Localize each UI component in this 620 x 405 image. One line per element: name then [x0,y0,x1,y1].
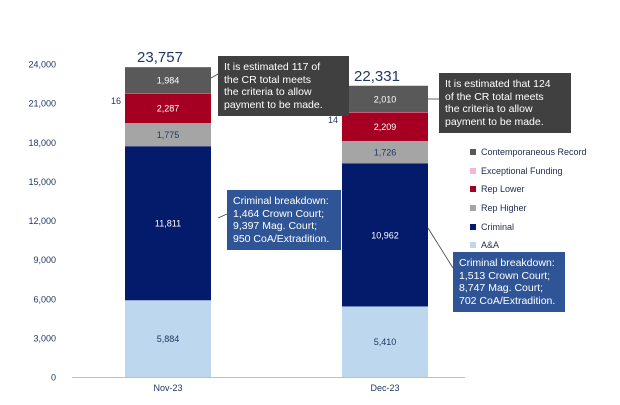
callout-line: Criminal breakdown: [233,195,329,207]
criminal-breakdown-callout-dec: Criminal breakdown: 1,513 Crown Court; 8,7… [453,252,565,312]
legend-item: Rep Higher [470,199,587,218]
bar-segment [125,300,211,377]
bar-data-label: 11,811 [155,219,181,229]
legend-swatch [470,186,476,193]
callout-leader-line [427,227,454,269]
bar-segment [125,67,211,94]
callout-line: payment to be made. [445,115,544,128]
x-tick-label: Nov-23 [153,383,182,393]
callout-leader-line [217,213,228,219]
legend-item: A&A [470,236,587,255]
bar-total-label: 23,757 [137,49,183,66]
cr-estimate-callout-nov: It is estimated 117 of the CR total meets… [218,56,349,116]
bar-segment [342,111,428,113]
legend-item: Exceptional Funding [470,162,587,181]
x-tick-label: Dec-23 [370,383,399,393]
bar-data-label: 1,984 [157,76,180,86]
bar-data-label: 10,962 [371,230,399,240]
y-tick-label: 24,000 [28,60,56,70]
callout-line: the CR total meets [224,73,311,86]
bar-segment [342,112,428,141]
callout-line: 9,397 Mag. Court; [233,220,318,232]
y-tick-label: 0 [51,373,56,383]
bar-segment [342,85,428,112]
legend-item: Rep Lower [470,180,587,199]
callout-line: the criteria to allow [224,86,312,98]
y-tick-label: 6,000 [33,294,56,304]
bar-data-label: 16 [111,96,121,106]
legend-label: Rep Higher [481,203,527,214]
callout-line: Criminal breakdown: [459,257,555,269]
legend-swatch [470,223,476,230]
bar-segment [125,93,211,124]
callout-line: the criteria to allow [445,103,533,115]
bar-segment [125,93,211,94]
y-tick-label: 18,000 [28,138,56,148]
bar-data-label: 1,726 [374,148,397,158]
legend-swatch [470,149,476,156]
bar-segment [342,306,428,377]
legend-label: Criminal [481,221,515,232]
bar-data-label: 5,410 [374,337,397,347]
legend-label: A&A [481,240,500,251]
legend-swatch [470,205,476,212]
bar-data-label: 2,287 [157,104,180,114]
chart-legend: Contemporaneous Record Exceptional Fundin… [470,143,587,255]
legend-label: Exceptional Funding [481,165,563,176]
callout-line: payment to be made. [224,98,323,111]
callout-line: 1,513 Crown Court; [459,269,551,282]
callout-line: 702 CoA/Extradition. [459,294,556,307]
legend-label: Rep Lower [481,184,525,195]
legend-item: Criminal [470,217,587,236]
y-tick-label: 21,000 [28,99,56,109]
legend-item: Contemporaneous Record [470,143,587,162]
bar-data-label: 1,775 [157,130,180,140]
legend-label: Contemporaneous Record [481,147,587,158]
bar-segment [125,123,211,147]
callout-line: It is estimated that 124 [445,78,551,90]
callout-leader-line [210,73,219,79]
callout-line: 8,747 Mag. Court; [459,282,544,294]
y-tick-label: 9,000 [33,255,56,265]
legend-swatch [470,242,476,249]
callout-line: 1,464 Crown Court; [233,207,325,220]
cr-estimate-callout-dec: It is estimated that 124 of the CR total … [439,73,571,133]
y-tick-label: 15,000 [28,177,56,187]
bar-segment [342,163,428,307]
bar-segment [342,140,428,164]
legend-swatch [470,167,476,174]
bar-data-label: 2,010 [374,94,397,104]
bar-total-label: 22,331 [354,68,400,85]
bar-segment [125,146,211,301]
y-tick-label: 12,000 [28,216,56,226]
callout-line: It is estimated 117 of [224,61,321,73]
criminal-breakdown-callout-nov: Criminal breakdown: 1,464 Crown Court; 9,3… [227,190,341,250]
callout-line: 950 CoA/Extradition. [233,232,330,245]
callout-line: of the CR total meets [445,90,544,103]
bar-data-label: 14 [328,115,338,125]
y-tick-label: 3,000 [33,333,56,343]
bar-data-label: 5,884 [157,334,180,344]
bar-data-label: 2,209 [374,122,397,132]
